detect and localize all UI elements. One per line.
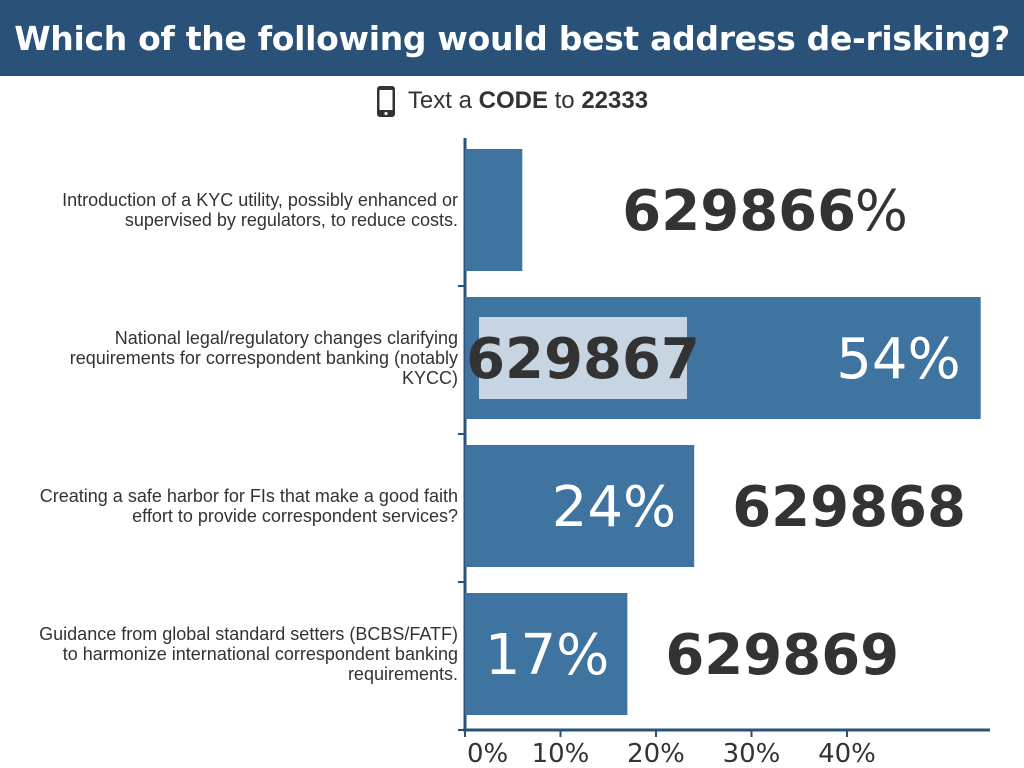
x-tick-label: 40% [818,739,876,768]
instruction-prefix: Text a [407,87,479,114]
mobile-phone-icon [376,85,396,118]
instruction-middle: to [547,87,582,114]
category-label: National legal/regulatory changes clarif… [69,328,458,388]
x-tick-label: 30% [723,739,781,768]
text-instruction: Text a CODE to 22333 [0,80,1024,122]
page-title: Which of the following would best addres… [14,18,1010,58]
instruction-code-word: CODE [478,87,548,114]
category-label: Guidance from global standard setters (B… [39,624,458,684]
bar [465,149,523,271]
response-code: 629868 [732,475,966,540]
header-bar: Which of the following would best addres… [0,0,1024,76]
value-label: 54% [836,327,960,392]
x-tick-label: 20% [627,739,685,768]
category-label: Creating a safe harbor for FIs that make… [39,486,458,526]
value-label: 17% [485,623,609,688]
highlighted-code-box [479,317,687,399]
x-tick-label: 0% [467,739,508,768]
response-code: 629867 [466,327,700,392]
bar [465,445,695,567]
x-tick-label: 10% [532,739,590,768]
instruction-number: 22333 [581,87,649,114]
response-code: 629866 [622,179,856,244]
response-code: 629869 [665,623,899,688]
value-label: 6% [819,179,908,244]
bar [465,593,628,715]
value-label: 24% [552,475,676,540]
category-label: Introduction of a KYC utility, possibly … [62,190,458,230]
